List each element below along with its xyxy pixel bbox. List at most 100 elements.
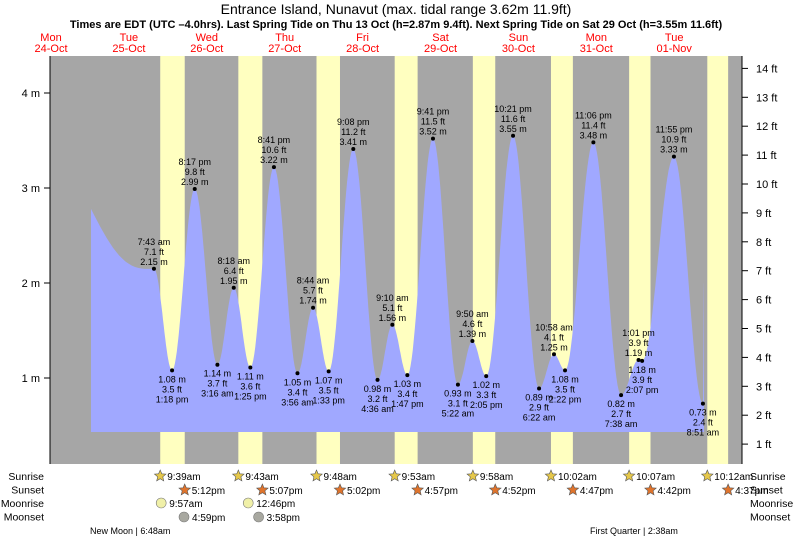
tide-point: [390, 322, 395, 327]
tide-label: 4.1 ft: [544, 332, 565, 342]
tide-label: 3.22 m: [260, 155, 288, 165]
tide-label: 5:22 am: [442, 409, 475, 419]
sunset-star-icon: [644, 483, 657, 496]
tide-label: 8:18 am: [217, 256, 250, 266]
tide-label: 10.6 ft: [261, 145, 287, 155]
day-header-dow: Sat: [432, 32, 449, 44]
tide-label: 2.4 ft: [693, 418, 714, 428]
sunrise-star-icon: [310, 469, 323, 482]
tide-label: 11.4 ft: [581, 120, 606, 130]
tide-point: [170, 368, 175, 373]
row-label-right: Moonset: [750, 512, 790, 524]
tide-point: [271, 165, 276, 170]
day-header-date: 25-Oct: [112, 43, 145, 55]
tide-label: 1.95 m: [220, 276, 248, 286]
day-header-date: 27-Oct: [268, 43, 301, 55]
sunrise-time: 9:39am: [167, 472, 200, 483]
tide-label: 2:07 pm: [626, 385, 659, 395]
tide-label: 3.52 m: [419, 127, 447, 137]
day-header-dow: Wed: [196, 32, 218, 44]
tide-label: 5.1 ft: [382, 303, 403, 313]
tide-label: 1:01 pm: [622, 328, 655, 338]
phase-first-quarter: First Quarter | 2:38am: [590, 526, 678, 536]
tide-label: 1.25 m: [540, 342, 568, 352]
tide-label: 0.93 m: [444, 389, 472, 399]
sunrise-star-icon: [622, 469, 636, 482]
tide-label: 3.9 ft: [629, 338, 650, 348]
tide-label: 1.39 m: [459, 329, 487, 339]
tide-label: 3.5 ft: [319, 385, 340, 395]
row-label-left: Moonrise: [1, 498, 44, 510]
tide-point: [326, 369, 331, 374]
tide-point: [430, 136, 435, 141]
sunrise-time: 10:12am: [714, 472, 753, 483]
tide-label: 3.6 ft: [240, 382, 261, 392]
tide-point: [640, 358, 645, 363]
sunset-time: 5:02pm: [347, 486, 380, 497]
tide-label: 4:36 am: [361, 404, 394, 414]
tide-point: [551, 352, 556, 357]
tide-point: [405, 373, 410, 378]
tide-label: 2.15 m: [140, 257, 168, 267]
tide-label: 1.07 m: [315, 375, 343, 385]
left-axis-tick-label: 2 m: [22, 278, 40, 290]
tide-label: 9:08 pm: [337, 117, 370, 127]
moonset-icon: [178, 511, 190, 523]
moonset-time: 4:59pm: [192, 513, 225, 524]
tide-label: 8:51 am: [687, 428, 720, 438]
day-header-date: 24-Oct: [34, 43, 67, 55]
tide-label: 8:44 am: [297, 276, 330, 286]
tide-label: 8:17 pm: [178, 157, 211, 167]
tide-label: 1.02 m: [472, 380, 500, 390]
row-label-right: Sunset: [750, 485, 783, 497]
sunset-star-icon: [178, 483, 192, 496]
moonrise-icon: [242, 497, 254, 509]
tide-label: 11.5 ft: [421, 117, 446, 127]
tide-label: 1.56 m: [379, 313, 407, 323]
right-axis-tick-label: 2 ft: [756, 410, 771, 422]
tide-point: [470, 338, 475, 343]
sunrise-time: 10:02am: [558, 472, 597, 483]
sunset-time: 4:42pm: [658, 486, 691, 497]
sunset-star-icon: [255, 483, 269, 496]
tide-label: 1.08 m: [551, 374, 579, 384]
sunset-time: 5:12pm: [192, 486, 225, 497]
chart-subtitle: Times are EDT (UTC –4.0hrs). Last Spring…: [70, 19, 723, 31]
sunrise-star-icon: [700, 469, 714, 482]
row-label-right: Sunrise: [750, 471, 786, 483]
right-axis-tick-label: 8 ft: [756, 237, 771, 249]
tide-label: 2:22 pm: [549, 394, 582, 404]
moonrise-icon: [155, 497, 167, 509]
tide-label: 11:55 pm: [655, 125, 692, 135]
tide-label: 3.55 m: [499, 124, 527, 134]
tide-point: [537, 386, 542, 391]
sunrise-star-icon: [466, 469, 480, 482]
tide-label: 6:22 am: [523, 412, 556, 422]
right-axis-tick-label: 9 ft: [756, 208, 771, 220]
sunset-star-icon: [333, 483, 347, 496]
tide-label: 3.3 ft: [476, 390, 497, 400]
tide-label: 3:56 am: [281, 397, 314, 407]
tide-label: 2.7 ft: [611, 409, 632, 419]
tide-label: 1.05 m: [284, 377, 312, 387]
tide-label: 10.9 ft: [661, 135, 687, 145]
tide-label: 3.4 ft: [397, 389, 418, 399]
sunrise-time: 9:48am: [324, 472, 357, 483]
sunset-time: 4:37pm: [735, 486, 768, 497]
right-axis-feet: 1 ft 2 ft 3 ft 4 ft 5 ft 6 ft 7 ft 8 ft 9 ft 10 f…: [741, 56, 777, 464]
row-label-left: Sunrise: [8, 471, 44, 483]
day-header-dow: Tue: [665, 32, 684, 44]
right-axis-tick-label: 6 ft: [756, 295, 771, 307]
tide-label: 3.9 ft: [632, 375, 653, 385]
tide-point: [295, 371, 300, 376]
tide-label: 3.33 m: [660, 145, 688, 155]
tide-label: 2:05 pm: [470, 400, 503, 410]
tide-label: 3.5 ft: [555, 384, 576, 394]
day-header-date: 29-Oct: [424, 43, 457, 55]
tide-label: 3.41 m: [340, 137, 368, 147]
tide-label: 1:33 pm: [312, 395, 345, 405]
tide-point: [311, 305, 316, 310]
tide-label: 9:10 am: [376, 293, 409, 303]
